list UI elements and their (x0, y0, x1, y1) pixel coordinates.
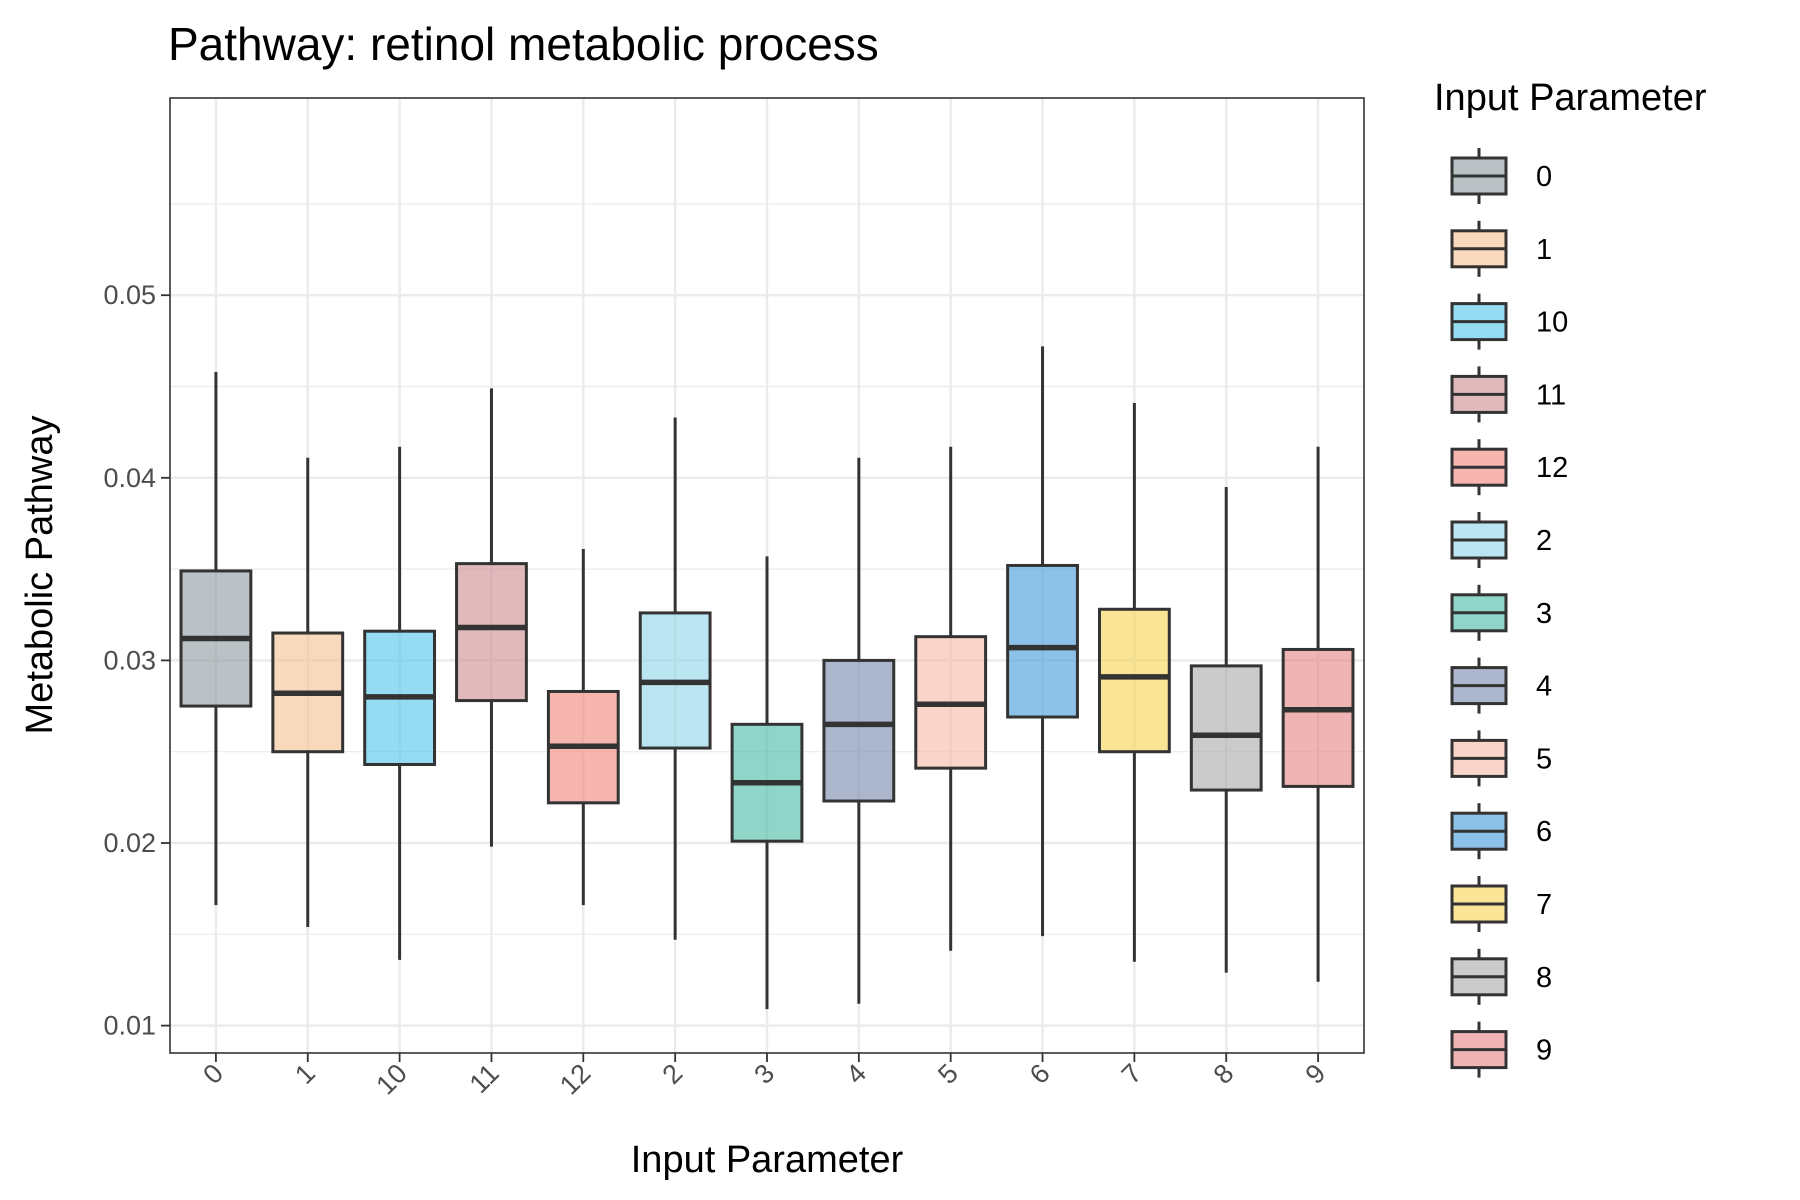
box-8 (1189, 486, 1263, 973)
legend-key (1450, 439, 1508, 496)
legend: Input Parameter 0 1 10 11 12 2 3 4 5 6 7 8 9 (1434, 77, 1707, 1078)
x-axis: 0 1 10 11 12 2 3 4 5 6 7 8 9 (197, 1053, 1331, 1100)
legend-label: 6 (1536, 816, 1552, 848)
x-tick-label: 3 (748, 1058, 780, 1090)
legend-item-10: 10 (1450, 293, 1568, 350)
legend-item-3: 3 (1450, 584, 1552, 641)
x-axis-title: Input Parameter (631, 1139, 904, 1181)
legend-item-2: 2 (1450, 512, 1552, 568)
box-11 (455, 388, 528, 847)
legend-key (1450, 512, 1508, 568)
y-tick-label: 0.02 (103, 828, 156, 858)
legend-key (1450, 366, 1508, 423)
x-tick-label: 2 (657, 1058, 689, 1090)
x-tick-label: 12 (554, 1058, 596, 1100)
y-axis-title: Metabolic Pathway (19, 416, 61, 735)
legend-key (1450, 876, 1508, 932)
box-0 (179, 371, 253, 906)
x-tick-label: 10 (370, 1058, 412, 1100)
box-7 (1097, 402, 1171, 962)
x-tick-label: 4 (840, 1058, 872, 1090)
y-tick-label: 0.05 (103, 280, 156, 310)
legend-label: 5 (1536, 743, 1552, 775)
legend-label: 8 (1536, 962, 1552, 994)
legend-item-4: 4 (1450, 657, 1552, 714)
x-tick-label: 6 (1024, 1058, 1056, 1090)
legend-key (1450, 584, 1508, 641)
legend-item-12: 12 (1450, 439, 1568, 496)
box-2 (638, 417, 712, 940)
legend-label: 3 (1536, 598, 1552, 630)
legend-label: 7 (1536, 889, 1552, 921)
legend-key (1450, 220, 1508, 277)
y-tick-label: 0.01 (103, 1011, 156, 1041)
legend-item-6: 6 (1450, 803, 1552, 860)
legend-key (1450, 1021, 1508, 1078)
y-axis: 0.01 0.02 0.03 0.04 0.05 (103, 280, 170, 1041)
plot-area (169, 97, 1365, 1054)
legend-item-11: 11 (1450, 366, 1566, 423)
chart-title: Pathway: retinol metabolic process (168, 18, 879, 70)
x-tick-label: 5 (932, 1058, 964, 1090)
legend-item-8: 8 (1450, 948, 1552, 1005)
box-9 (1281, 446, 1355, 982)
legend-key (1450, 657, 1508, 714)
legend-key (1450, 948, 1508, 1005)
legend-key (1450, 730, 1508, 787)
legend-label: 12 (1536, 452, 1568, 484)
x-tick-label: 1 (289, 1058, 321, 1090)
y-tick-label: 0.03 (103, 645, 156, 675)
box-6 (1006, 346, 1079, 937)
legend-item-0: 0 (1450, 148, 1552, 204)
legend-label: 10 (1536, 307, 1568, 339)
legend-item-1: 1 (1450, 220, 1552, 277)
box-10 (363, 446, 437, 960)
legend-label: 1 (1536, 234, 1552, 266)
box-3 (730, 556, 804, 1010)
x-tick-label: 0 (197, 1058, 229, 1090)
legend-label: 2 (1536, 525, 1552, 557)
iqr-box (822, 658, 896, 803)
box-5 (914, 446, 988, 951)
legend-item-9: 9 (1450, 1021, 1552, 1078)
box-layer (179, 346, 1355, 1010)
legend-label: 0 (1536, 161, 1552, 193)
legend-key (1450, 803, 1508, 860)
iqr-box (1281, 647, 1355, 788)
iqr-box (1189, 664, 1263, 792)
legend-label: 4 (1536, 671, 1552, 703)
legend-key (1450, 293, 1508, 350)
y-tick-label: 0.04 (103, 463, 156, 493)
iqr-box (455, 562, 528, 703)
x-tick-label: 11 (464, 1058, 505, 1099)
legend-item-5: 5 (1450, 730, 1552, 787)
iqr-box (1006, 563, 1079, 719)
legend-key (1450, 148, 1508, 204)
box-12 (546, 549, 620, 906)
legend-label: 11 (1536, 379, 1566, 411)
box-4 (822, 457, 896, 1004)
x-tick-label: 7 (1116, 1058, 1148, 1090)
legend-item-7: 7 (1450, 876, 1552, 932)
legend-label: 9 (1536, 1035, 1552, 1067)
box-1 (271, 457, 345, 928)
x-tick-label: 9 (1299, 1058, 1331, 1090)
iqr-box (1097, 607, 1171, 754)
x-tick-label: 8 (1208, 1058, 1240, 1090)
legend-title: Input Parameter (1434, 77, 1707, 119)
